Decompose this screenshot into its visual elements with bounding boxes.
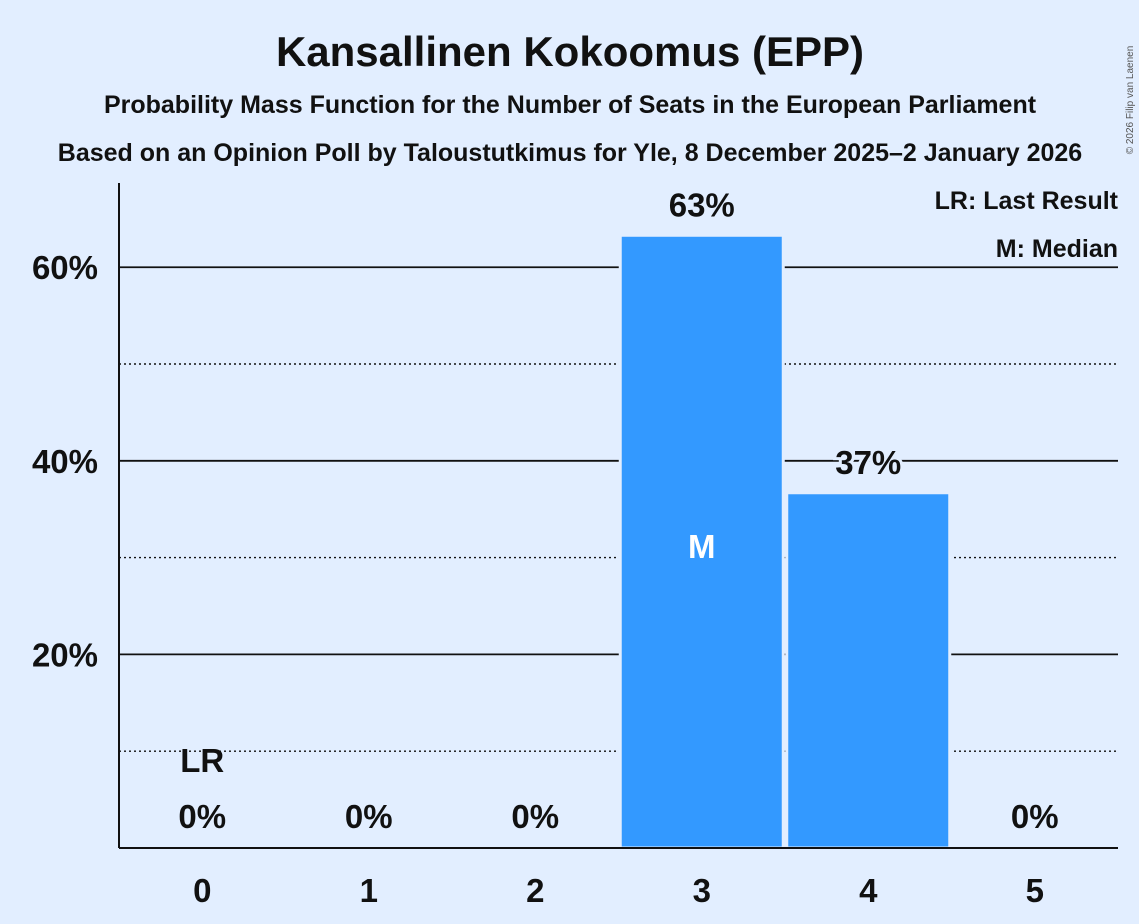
- bar-seats-4: [785, 491, 952, 850]
- x-tick-label: 4: [859, 872, 878, 909]
- last-result-marker: LR: [180, 742, 224, 779]
- chart-subtitle-source: Based on an Opinion Poll by Taloustutkim…: [58, 139, 1082, 167]
- bar-seats-3: [618, 233, 785, 850]
- y-tick-label: 60%: [32, 249, 98, 286]
- chart-title: Kansallinen Kokoomus (EPP): [276, 28, 864, 75]
- x-tick-label: 0: [193, 872, 211, 909]
- value-label: 0%: [178, 798, 226, 835]
- chart-subtitle: Probability Mass Function for the Number…: [104, 91, 1037, 119]
- legend-last-result: LR: Last Result: [935, 187, 1119, 215]
- x-tick-label: 2: [526, 872, 544, 909]
- y-tick-label: 20%: [32, 636, 98, 673]
- y-tick-label: 40%: [32, 443, 98, 480]
- median-marker: M: [688, 528, 716, 565]
- value-label: 0%: [511, 798, 559, 835]
- x-tick-label: 1: [360, 872, 378, 909]
- copyright-notice: © 2026 Filip van Laenen: [1125, 46, 1136, 155]
- value-label: 0%: [345, 798, 393, 835]
- value-label: 63%: [669, 186, 735, 223]
- legend-median: M: Median: [996, 235, 1118, 263]
- value-label: 0%: [1011, 798, 1059, 835]
- x-tick-label: 5: [1026, 872, 1044, 909]
- value-label: 37%: [835, 444, 901, 481]
- x-tick-label: 3: [693, 872, 711, 909]
